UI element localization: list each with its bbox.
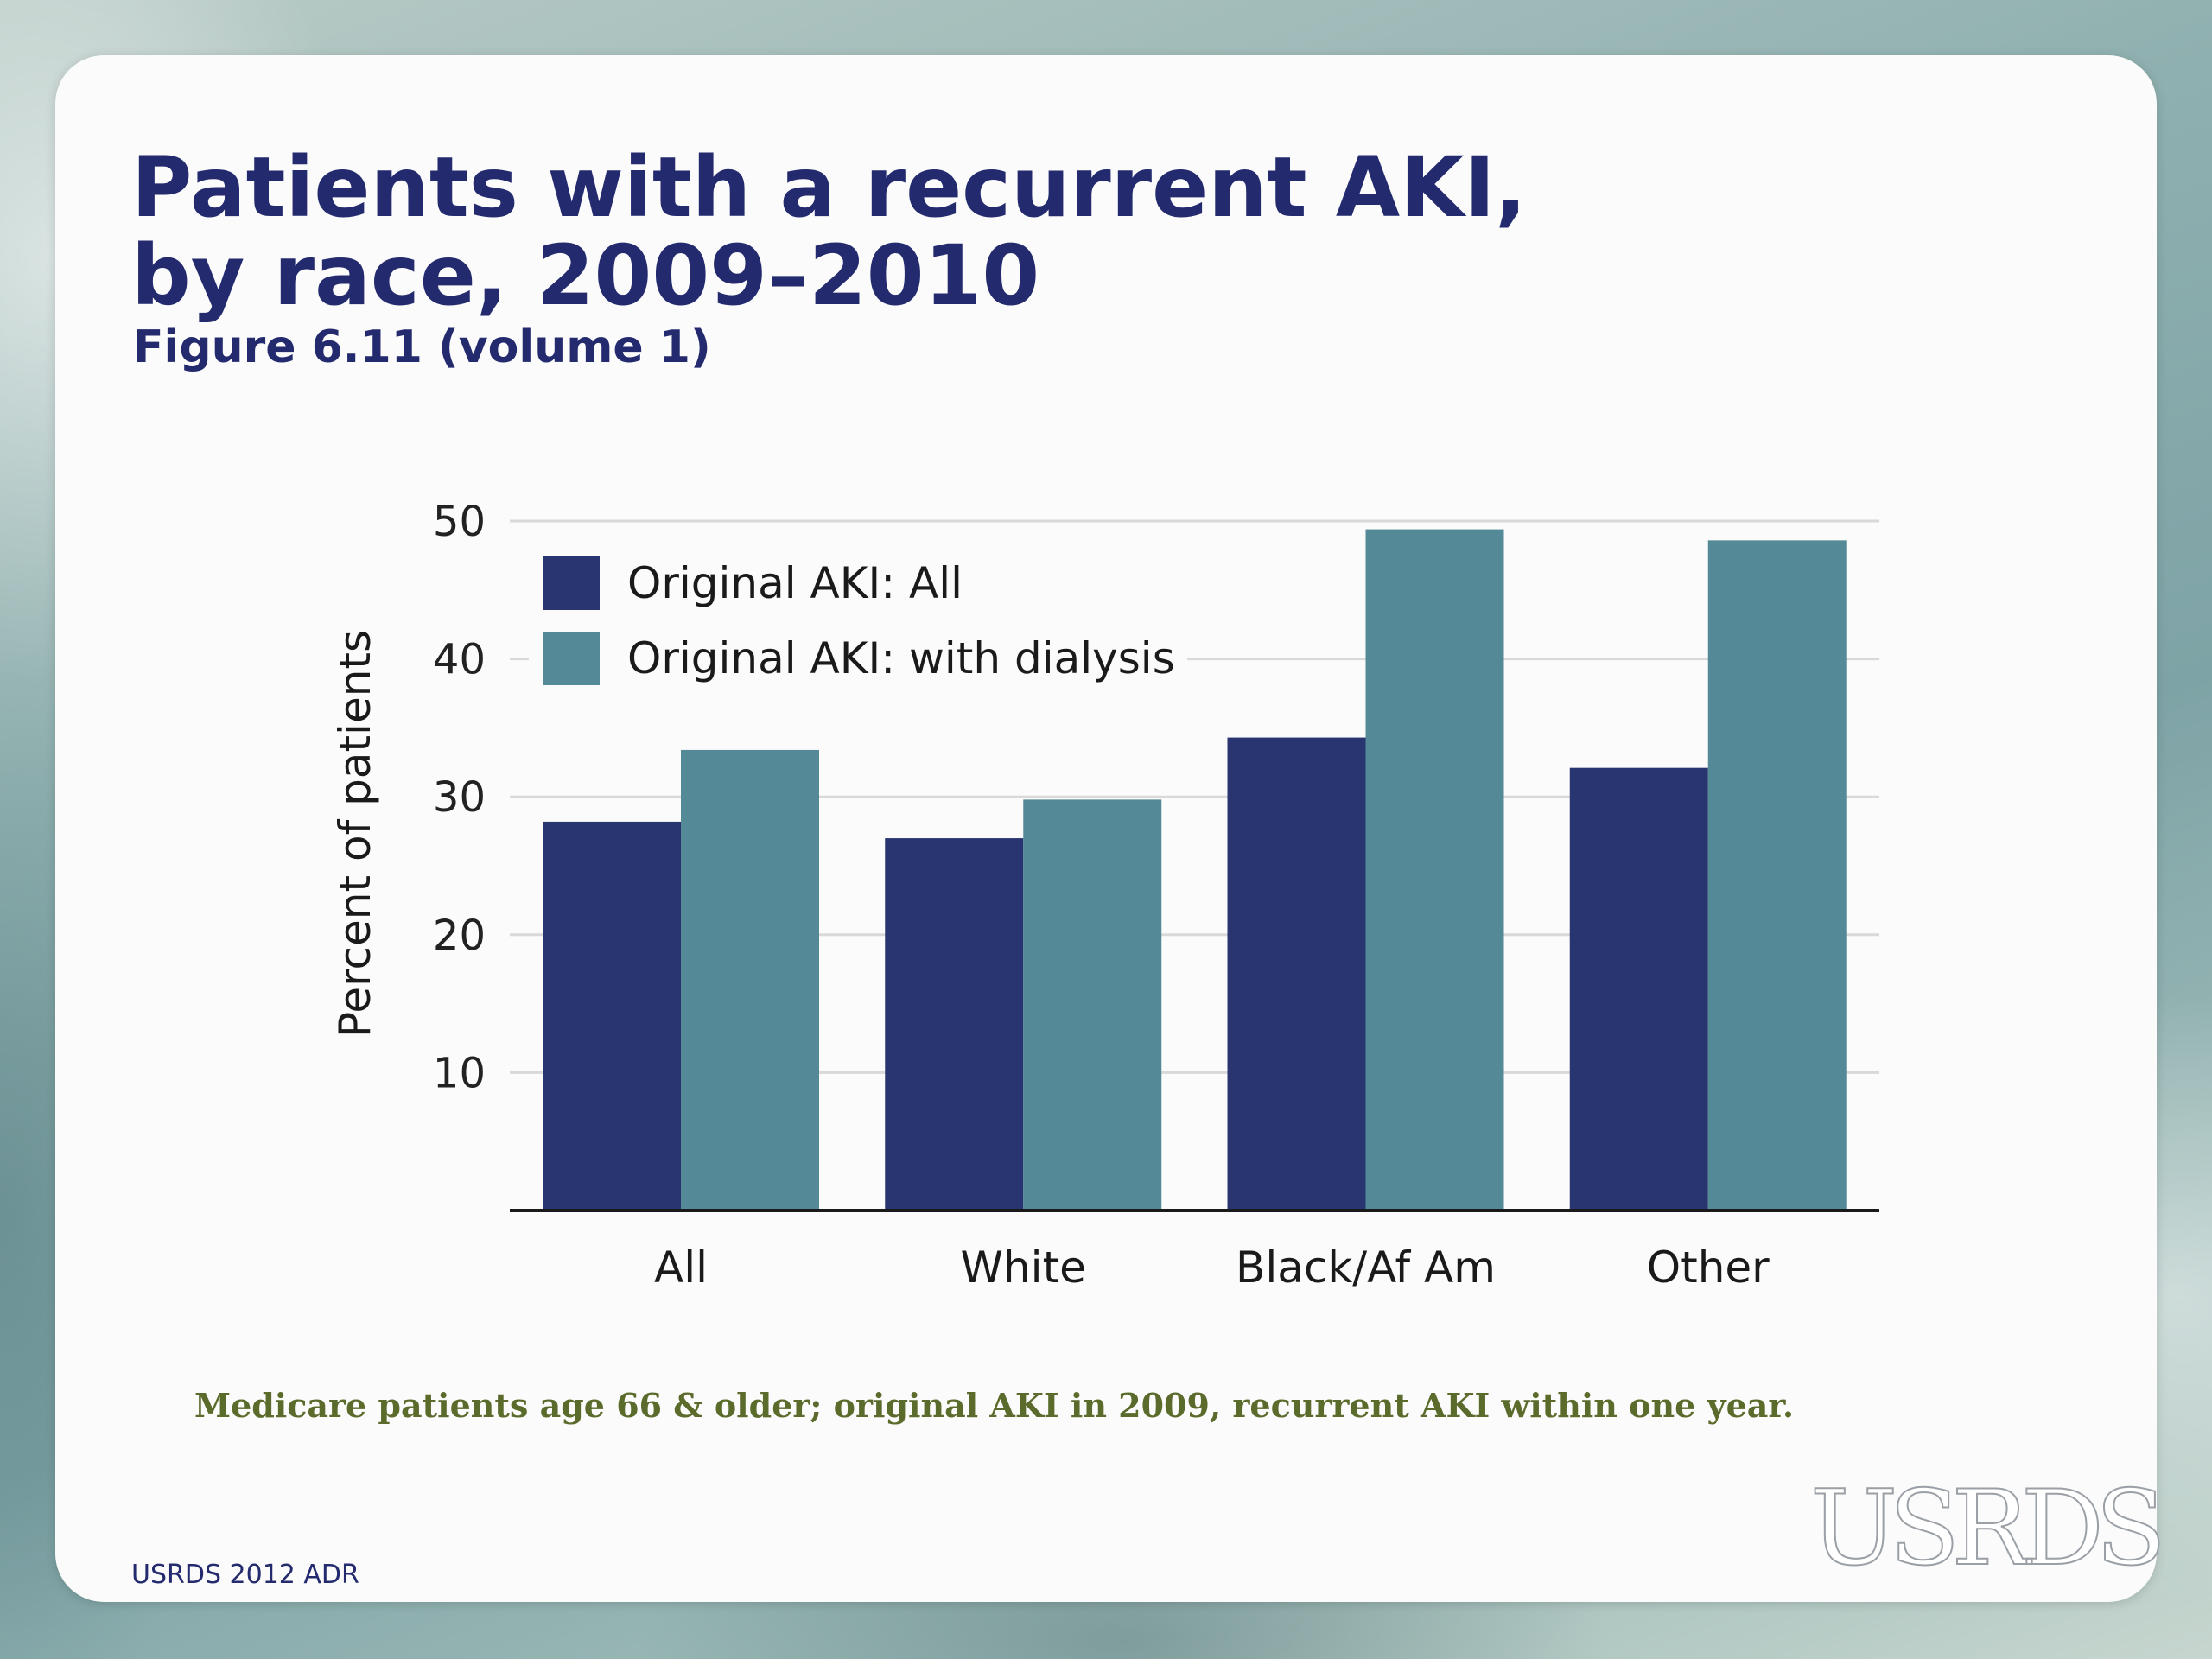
x-tick-label: Other [1647, 1243, 1770, 1293]
usrds-logo: USRDS [1809, 1468, 2167, 1590]
chart-note: Medicare patients age 66 & older; origin… [194, 1386, 1795, 1425]
bar-1-black-af-am [1227, 737, 1366, 1211]
bar-2-white [1023, 799, 1162, 1211]
x-tick-label: All [654, 1243, 708, 1293]
y-axis-title: Percent of patients [330, 630, 380, 1038]
slide-title: Patients with a recurrent AKI, by race, … [131, 143, 1527, 320]
legend-swatch-1 [543, 556, 600, 610]
title-line-1: Patients with a recurrent AKI, [131, 139, 1527, 236]
figure-subtitle: Figure 6.11 (volume 1) [133, 321, 711, 373]
bar-2-all [681, 749, 819, 1211]
legend-label-1: Original AKI: All [627, 558, 963, 608]
x-tick-label: White [961, 1243, 1086, 1293]
legend-background [529, 543, 1187, 696]
bar-2-other [1707, 540, 1847, 1211]
y-tick-label: 20 [433, 912, 486, 960]
legend-swatch-2 [543, 632, 600, 685]
y-tick-label: 50 [433, 498, 486, 546]
y-tick-label: 30 [433, 773, 486, 822]
bar-1-all [543, 821, 681, 1211]
footer-source: USRDS 2012 ADR [131, 1560, 359, 1590]
x-tick-label: Black/Af Am [1236, 1243, 1496, 1293]
bar-1-other [1569, 767, 1708, 1211]
y-tick-label: 10 [433, 1049, 486, 1097]
y-tick-label: 40 [433, 636, 486, 684]
title-line-2: by race, 2009–2010 [131, 227, 1040, 324]
bar-2-black-af-am [1365, 529, 1504, 1211]
bar-1-white [885, 838, 1024, 1211]
legend-label-2: Original AKI: with dialysis [627, 633, 1175, 683]
